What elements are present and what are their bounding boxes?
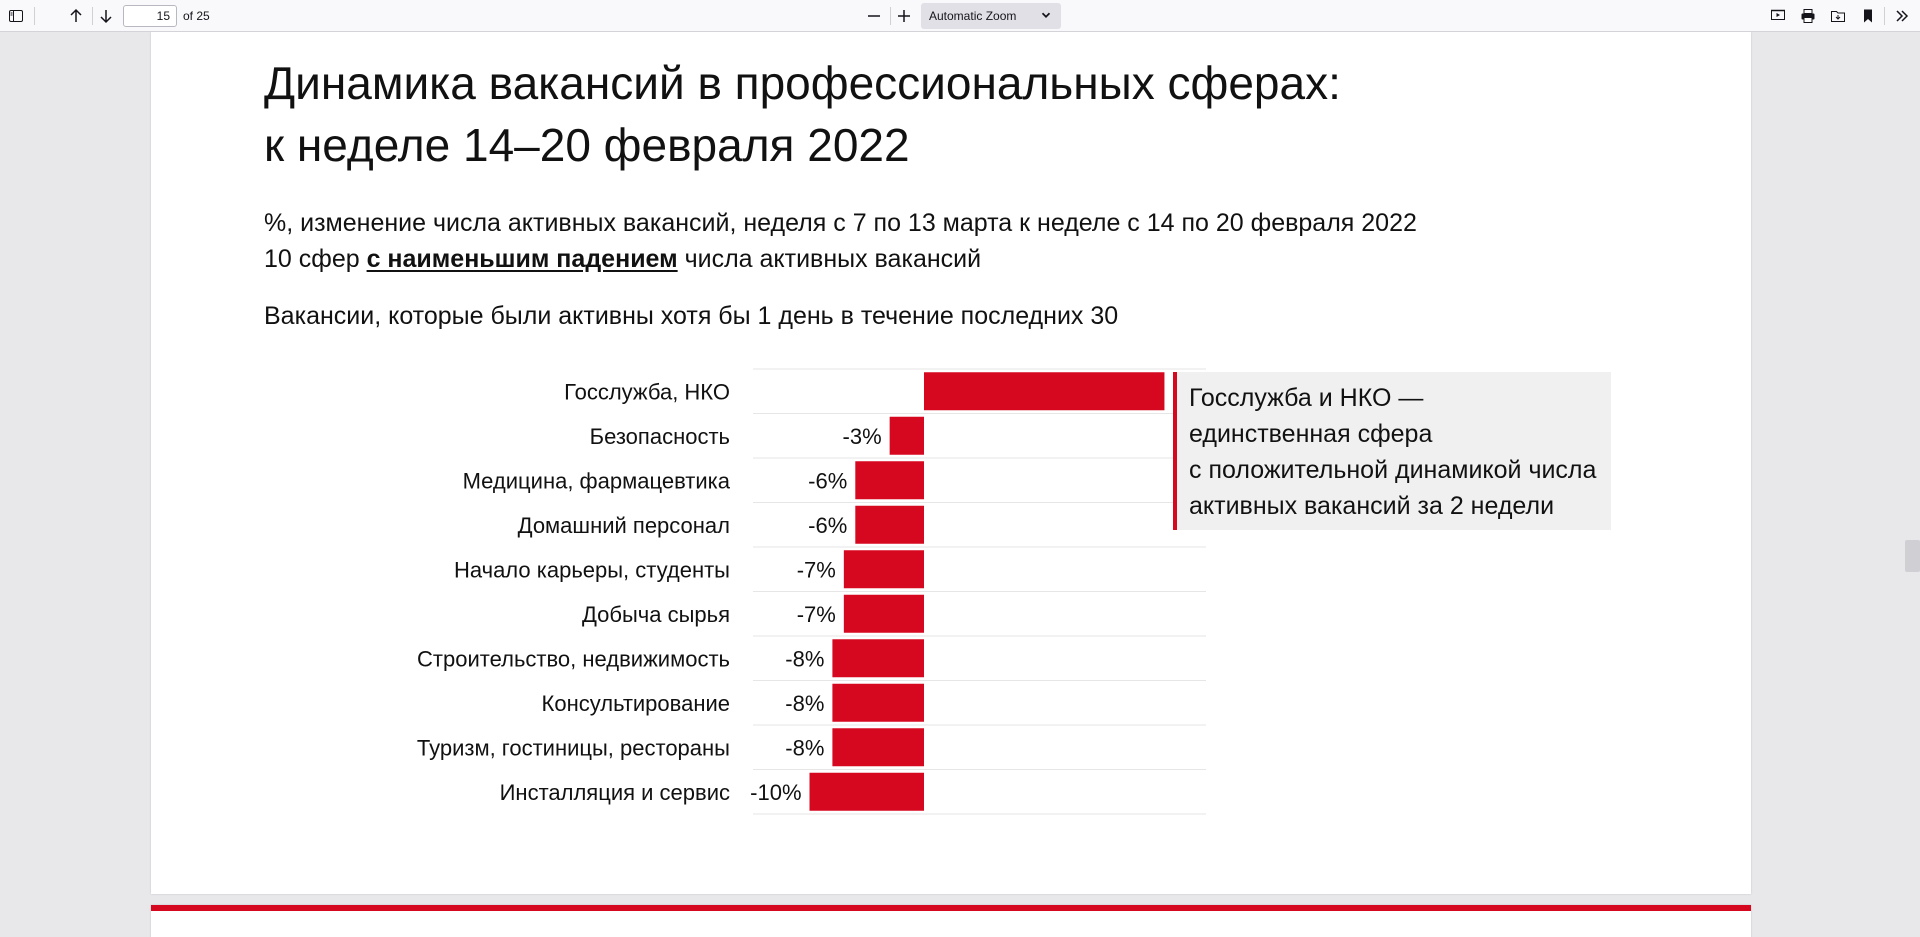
bar (809, 772, 924, 811)
bar (924, 372, 1165, 411)
pdf-viewer[interactable]: Динамика вакансий в профессиональных сфе… (0, 32, 1920, 937)
bar (832, 728, 924, 767)
next-page-icon[interactable] (94, 4, 118, 28)
tools-menu-icon[interactable] (1890, 4, 1914, 28)
toolbar-separator (1884, 7, 1885, 25)
bar (832, 639, 924, 678)
category-label: Медицина, фармацевтика (463, 468, 731, 493)
value-label: -10% (750, 780, 801, 805)
value-label: -8% (785, 691, 824, 716)
category-label: Добыча сырья (582, 602, 730, 627)
toolbar-separator (890, 7, 891, 25)
previous-page-icon[interactable] (64, 4, 88, 28)
bar (855, 505, 924, 544)
value-label: -3% (843, 424, 882, 449)
subtitle-line2-highlight: с наименьшим падением (366, 245, 678, 273)
callout-box: Госслужба и НКО — единственная сфера с п… (1173, 372, 1611, 530)
bar (843, 594, 924, 633)
value-label: -6% (808, 513, 847, 538)
zoom-in-icon[interactable] (892, 4, 916, 28)
chart-subtitle: %, изменение числа активных вакансий, не… (264, 205, 1417, 277)
pdf-page: Динамика вакансий в профессиональных сфе… (151, 32, 1751, 894)
category-label: Строительство, недвижимость (417, 646, 730, 671)
slide-title: Динамика вакансий в профессиональных сфе… (264, 52, 1341, 176)
chart-note: Вакансии, которые были активны хотя бы 1… (264, 302, 1119, 330)
toolbar-separator (92, 7, 93, 25)
category-label: Домашний персонал (518, 513, 730, 538)
callout-line: активных вакансий за 2 недели (1189, 492, 1555, 520)
slide-title-line1: Динамика вакансий в профессиональных сфе… (264, 57, 1341, 109)
zoom-select-value: Automatic Zoom (929, 9, 1017, 23)
subtitle-line1: %, изменение числа активных вакансий, не… (264, 209, 1417, 237)
subtitle-line2-suffix: числа активных вакансий (677, 245, 982, 273)
bookmark-icon[interactable] (1856, 4, 1880, 28)
value-label: -7% (797, 602, 836, 627)
callout-line: Госслужба и НКО — (1189, 384, 1424, 412)
bar (832, 683, 924, 722)
page-count-label: of 25 (183, 9, 210, 23)
page-accent-line (151, 905, 1751, 911)
category-label: Безопасность (590, 424, 730, 449)
value-label: -8% (785, 646, 824, 671)
value-label: -7% (797, 557, 836, 582)
page-number-input[interactable] (123, 5, 177, 27)
bar (855, 461, 924, 500)
bar-chart: Госслужба, НКО21%Безопасность-3%Медицина… (417, 368, 1218, 815)
bar (889, 416, 924, 455)
print-icon[interactable] (1796, 4, 1820, 28)
category-label: Начало карьеры, студенты (454, 557, 730, 582)
presentation-mode-icon[interactable] (1766, 4, 1790, 28)
value-label: -8% (785, 735, 824, 760)
pdf-toolbar: of 25 Automatic Zoom (0, 0, 1920, 32)
callout-line: с положительной динамикой числа (1189, 456, 1597, 484)
slide-title-line2: к неделе 14–20 февраля 2022 (264, 119, 910, 171)
scrollbar-thumb[interactable] (1905, 540, 1920, 572)
subtitle-line2-prefix: 10 сфер (264, 245, 367, 273)
save-icon[interactable] (1826, 4, 1850, 28)
category-label: Инсталляция и сервис (500, 780, 730, 805)
callout-line: единственная сфера (1189, 420, 1433, 448)
toolbar-separator (34, 7, 35, 25)
chevron-down-icon (1041, 12, 1051, 18)
category-label: Туризм, гостиницы, рестораны (417, 735, 730, 760)
category-label: Консультирование (542, 691, 730, 716)
value-label: -6% (808, 468, 847, 493)
pdf-next-page (151, 905, 1751, 937)
sidebar-toggle-icon[interactable] (4, 4, 28, 28)
category-label: Госслужба, НКО (564, 379, 730, 404)
zoom-select[interactable]: Automatic Zoom (921, 3, 1061, 29)
zoom-out-icon[interactable] (862, 4, 886, 28)
bar (843, 550, 924, 589)
